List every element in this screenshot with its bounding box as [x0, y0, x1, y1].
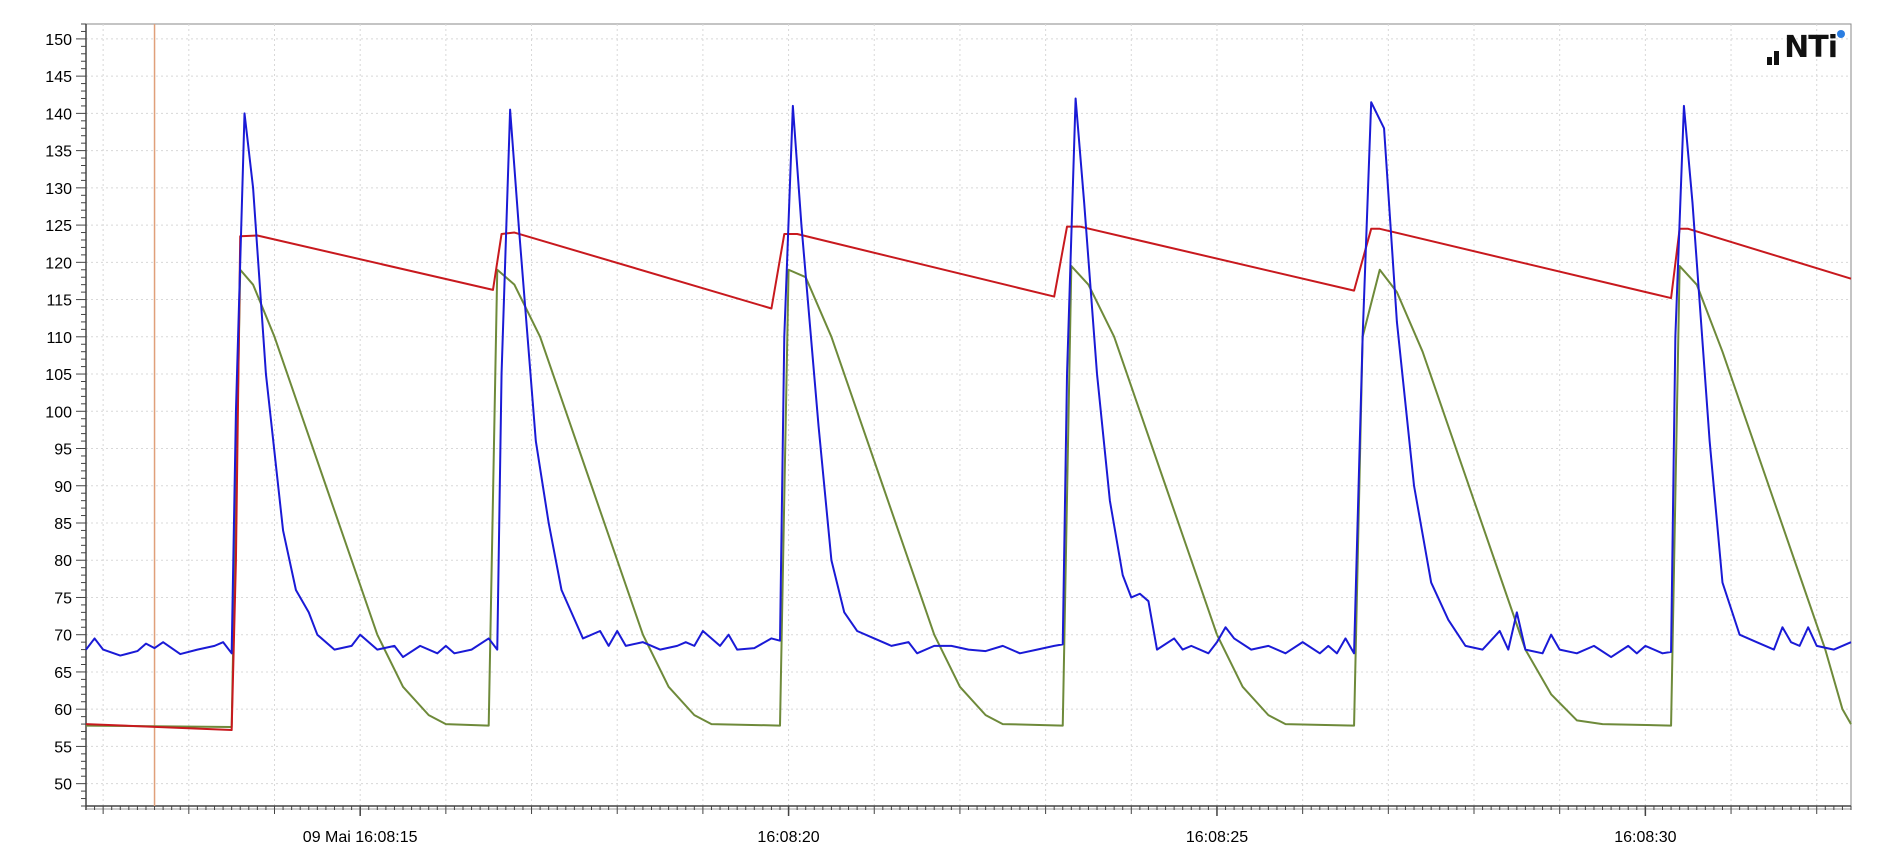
y-tick-label: 145 [45, 69, 72, 86]
y-tick-label: 80 [54, 553, 72, 570]
series-line-green [85, 265, 1852, 729]
y-tick-label: 85 [54, 516, 72, 533]
series-line-blue [85, 97, 1852, 659]
y-tick-label: 140 [45, 106, 72, 123]
y-tick-label: 150 [45, 32, 72, 49]
y-tick-label: 135 [45, 144, 72, 161]
x-tick-label: 16:08:25 [1186, 829, 1248, 846]
y-tick-label: 110 [46, 330, 72, 347]
y-tick-label: 75 [54, 590, 72, 607]
bars-icon [1767, 30, 1781, 65]
y-tick-label: 100 [45, 404, 72, 421]
x-tick-label: 16:08:20 [757, 829, 819, 846]
series-line-red [85, 225, 1852, 732]
y-tick-label: 50 [54, 777, 72, 794]
y-tick-label: 90 [54, 479, 72, 496]
y-tick-label: 115 [46, 293, 72, 310]
x-tick-label: 16:08:30 [1614, 829, 1676, 846]
y-tick-label: 65 [54, 665, 72, 682]
y-tick-label: 60 [54, 702, 72, 719]
y-tick-label: 120 [45, 255, 72, 272]
nti-logo: NTi [1767, 30, 1845, 65]
logo-text: NTi [1784, 30, 1838, 65]
y-tick-label: 125 [45, 218, 72, 235]
logo-dot-icon [1837, 30, 1845, 38]
x-tick-label: 09 Mai 16:08:15 [303, 829, 418, 846]
y-tick-label: 70 [54, 628, 72, 645]
y-tick-label: 95 [54, 442, 72, 459]
plot-area [85, 23, 1852, 807]
y-tick-label: 130 [45, 181, 72, 198]
y-tick-label: 105 [45, 367, 72, 384]
y-tick-label: 55 [54, 739, 72, 756]
